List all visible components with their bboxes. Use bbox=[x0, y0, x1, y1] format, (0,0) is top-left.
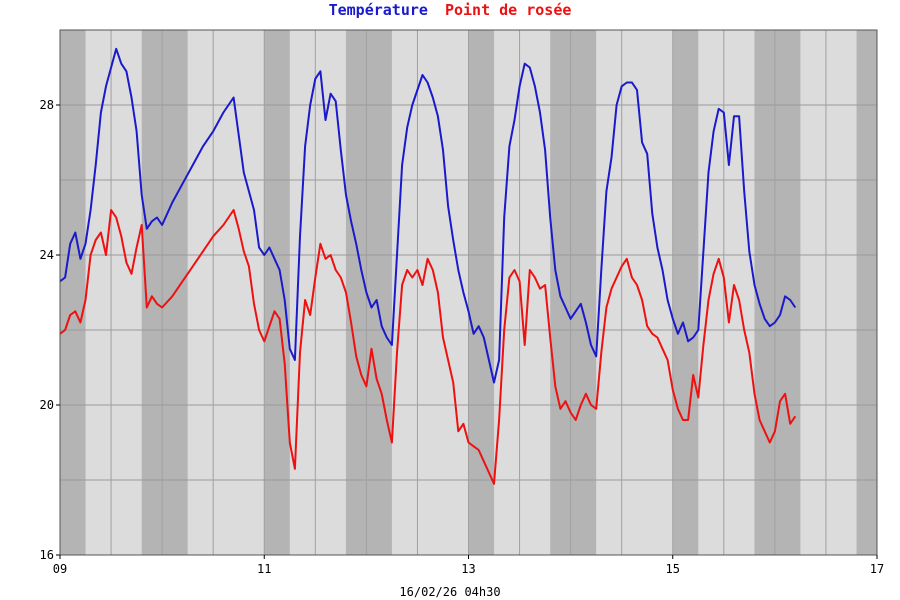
x-tick-label: 13 bbox=[461, 562, 475, 576]
night-band bbox=[856, 30, 877, 555]
night-band bbox=[468, 30, 495, 555]
series-dew-point-line bbox=[59, 209, 797, 485]
title-temperature: Température bbox=[329, 1, 428, 19]
y-tick-label: 20 bbox=[40, 398, 54, 412]
chart-series bbox=[59, 47, 797, 485]
chart-axes: 16 20 24 28 09 11 13 15 17 bbox=[40, 29, 884, 576]
night-band bbox=[672, 30, 699, 555]
y-tick-label: 16 bbox=[40, 548, 54, 562]
x-tick-label: 11 bbox=[257, 562, 271, 576]
series-temperature-line bbox=[59, 47, 797, 384]
timestamp-label: 16/02/26 04h30 bbox=[399, 585, 500, 599]
x-tick-label: 17 bbox=[870, 562, 884, 576]
title-dew-point: Point de rosée bbox=[445, 1, 571, 19]
y-tick-label: 28 bbox=[40, 98, 54, 112]
night-band bbox=[550, 30, 597, 555]
x-tick-label: 09 bbox=[53, 562, 67, 576]
night-band bbox=[264, 30, 290, 555]
chart-title: Température Point de rosée bbox=[329, 1, 572, 19]
x-tick-label: 15 bbox=[666, 562, 680, 576]
night-band bbox=[754, 30, 801, 555]
night-band bbox=[345, 30, 392, 555]
night-band bbox=[141, 30, 188, 555]
y-tick-label: 24 bbox=[40, 248, 54, 262]
night-band bbox=[60, 30, 86, 555]
